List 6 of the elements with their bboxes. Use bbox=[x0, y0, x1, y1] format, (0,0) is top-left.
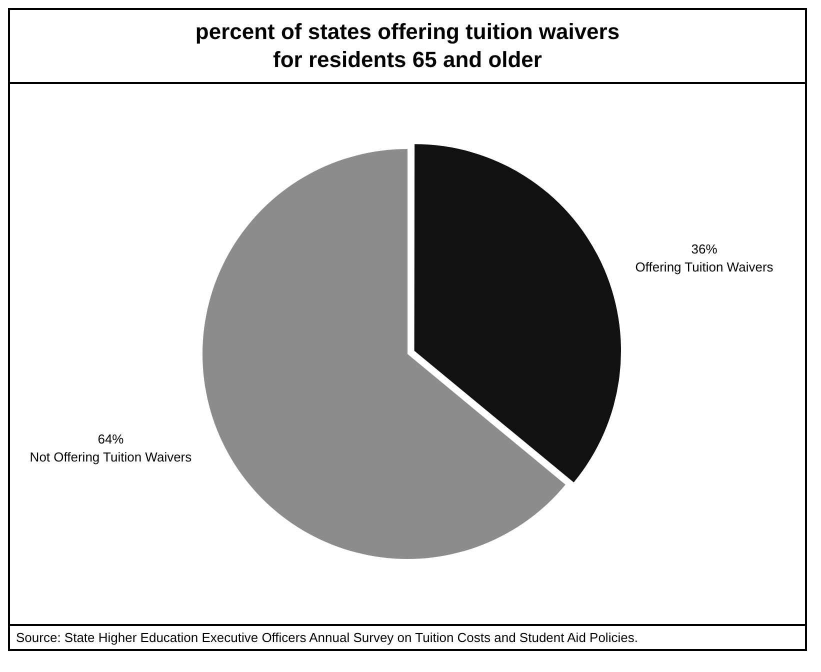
chart-title: percent of states offering tuition waivers for residents 65 and older bbox=[10, 10, 805, 84]
slice-label: Not Offering Tuition Waivers bbox=[30, 450, 192, 465]
data-label: 36% bbox=[691, 242, 718, 257]
source-note: Source: State Higher Education Executive Officers Annual Survey on Tuition Costs and Student Aid Policies. bbox=[10, 624, 805, 649]
data-label: 64% bbox=[98, 432, 124, 447]
slice-label: Offering Tuition Waivers bbox=[635, 260, 774, 275]
